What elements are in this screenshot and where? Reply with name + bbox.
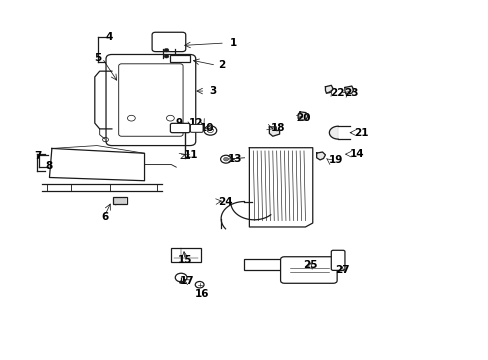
Text: 2: 2 — [218, 60, 225, 70]
Text: 17: 17 — [179, 276, 194, 286]
Circle shape — [223, 157, 228, 161]
Polygon shape — [249, 148, 312, 227]
Text: 14: 14 — [348, 149, 363, 159]
Text: 6: 6 — [101, 212, 108, 221]
Text: 20: 20 — [295, 113, 309, 123]
FancyBboxPatch shape — [280, 257, 336, 283]
Text: 27: 27 — [334, 265, 348, 275]
FancyBboxPatch shape — [170, 123, 189, 133]
Text: 26: 26 — [113, 197, 127, 207]
Bar — [244, 259, 336, 270]
FancyBboxPatch shape — [190, 125, 203, 132]
Text: 19: 19 — [328, 155, 343, 165]
FancyBboxPatch shape — [106, 54, 195, 145]
Text: 3: 3 — [209, 86, 216, 96]
Polygon shape — [316, 152, 325, 160]
Polygon shape — [49, 148, 144, 181]
Text: 5: 5 — [94, 53, 102, 63]
Text: 12: 12 — [188, 118, 203, 128]
Text: 15: 15 — [178, 255, 192, 265]
Polygon shape — [325, 85, 332, 93]
Text: 23: 23 — [344, 88, 358, 98]
Text: 21: 21 — [353, 128, 368, 138]
Circle shape — [179, 281, 183, 284]
Text: 8: 8 — [46, 161, 53, 171]
Bar — [171, 248, 200, 262]
Polygon shape — [329, 126, 337, 139]
Polygon shape — [298, 112, 307, 121]
Text: 16: 16 — [194, 289, 208, 299]
Text: 9: 9 — [175, 118, 182, 128]
Text: 18: 18 — [270, 123, 285, 133]
FancyBboxPatch shape — [152, 32, 185, 51]
Text: 4: 4 — [105, 32, 112, 42]
Text: 25: 25 — [303, 260, 317, 270]
Text: 22: 22 — [329, 88, 344, 98]
Circle shape — [163, 48, 168, 52]
Polygon shape — [344, 86, 353, 94]
Bar — [170, 55, 189, 62]
Text: 10: 10 — [199, 123, 214, 132]
Bar — [113, 197, 127, 204]
Text: 13: 13 — [227, 154, 242, 164]
Text: 24: 24 — [217, 197, 232, 207]
Circle shape — [163, 54, 168, 58]
Polygon shape — [269, 127, 279, 136]
FancyBboxPatch shape — [330, 250, 344, 270]
Text: 7: 7 — [35, 150, 42, 161]
Text: 1: 1 — [230, 38, 237, 48]
Text: 11: 11 — [183, 150, 198, 160]
